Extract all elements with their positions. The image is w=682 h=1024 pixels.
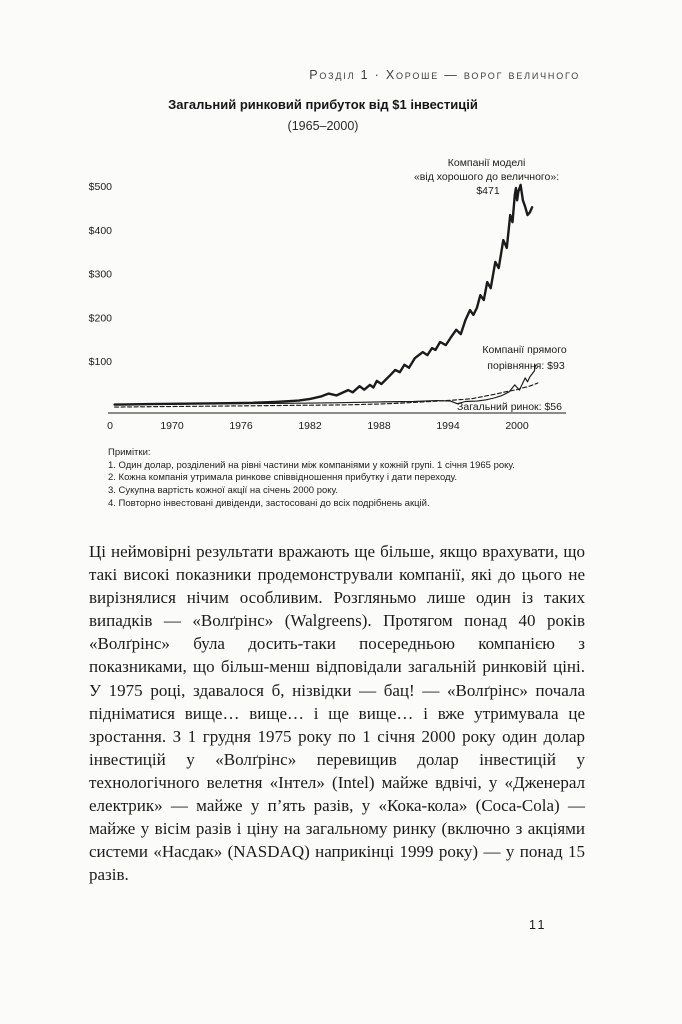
chart-title: Загальний ринковий прибуток від $1 інвес… xyxy=(168,97,478,112)
running-head: Розділ 1 · Хороше — ворог величного xyxy=(309,68,580,82)
annotation-direct-comparison: Компанії прямого порівняння: $93 xyxy=(482,344,569,372)
annotation-good-to-great-line1: Компанії моделі xyxy=(448,157,526,169)
x-tick-label: 1982 xyxy=(298,420,322,432)
annotation-general-market-label: Загальний ринок: $56 xyxy=(457,401,562,413)
annotation-direct-comparison-line1: Компанії прямого xyxy=(482,344,566,356)
x-tick-label: 1976 xyxy=(229,420,253,432)
y-tick-label: $200 xyxy=(89,312,113,324)
chart-subtitle: (1965–2000) xyxy=(287,119,359,133)
series-line-bold-solid xyxy=(113,183,534,406)
x-tick-label: 1970 xyxy=(160,420,184,432)
y-tick-label: $100 xyxy=(89,356,113,368)
annotation-good-to-great-line2: «від хорошого до величного»: xyxy=(414,171,559,183)
note-item: 3. Сукупна вартість кожної акції на січе… xyxy=(108,485,338,497)
series-line-dashed xyxy=(114,382,539,408)
chart-notes: Примітки: 1. Один долар, розділений на р… xyxy=(108,447,580,511)
page-number: 11 xyxy=(529,918,547,932)
body-paragraph: Ці неймовірні результати вражають ще біл… xyxy=(89,542,585,885)
annotation-direct-comparison-line2: порівняння: $93 xyxy=(487,360,565,372)
note-item: 2. Кожна компанія утримала ринкове співв… xyxy=(108,472,457,484)
annotation-general-market: Загальний ринок: $56 xyxy=(457,401,562,413)
note-item: 1. Один долар, розділений на рівні части… xyxy=(108,459,515,471)
notes-heading: Примітки: xyxy=(108,447,151,458)
annotation-good-to-great-value: $471 xyxy=(476,185,500,197)
x-tick-label: 0 xyxy=(107,420,113,432)
y-tick-label: $400 xyxy=(89,225,113,237)
chart-series-lines xyxy=(113,183,539,408)
y-tick-label: $300 xyxy=(89,269,113,281)
y-tick-label: $500 xyxy=(89,181,113,193)
x-tick-label: 1988 xyxy=(367,420,391,432)
note-item: 4. Повторно інвестовані дивіденди, засто… xyxy=(108,497,430,509)
series-line-thin-solid xyxy=(114,364,537,406)
annotation-good-to-great: Компанії моделі «від хорошого до велично… xyxy=(414,157,562,197)
x-tick-label: 1994 xyxy=(436,420,460,432)
axis-tick-labels: $500 $400 $300 $200 $100 0 1970 1976 1982 1988 199… xyxy=(89,181,529,432)
x-tick-label: 2000 xyxy=(505,420,529,432)
returns-line-chart: $500 $400 $300 $200 $100 0 1970 1976 1982 1988 199… xyxy=(89,157,569,432)
